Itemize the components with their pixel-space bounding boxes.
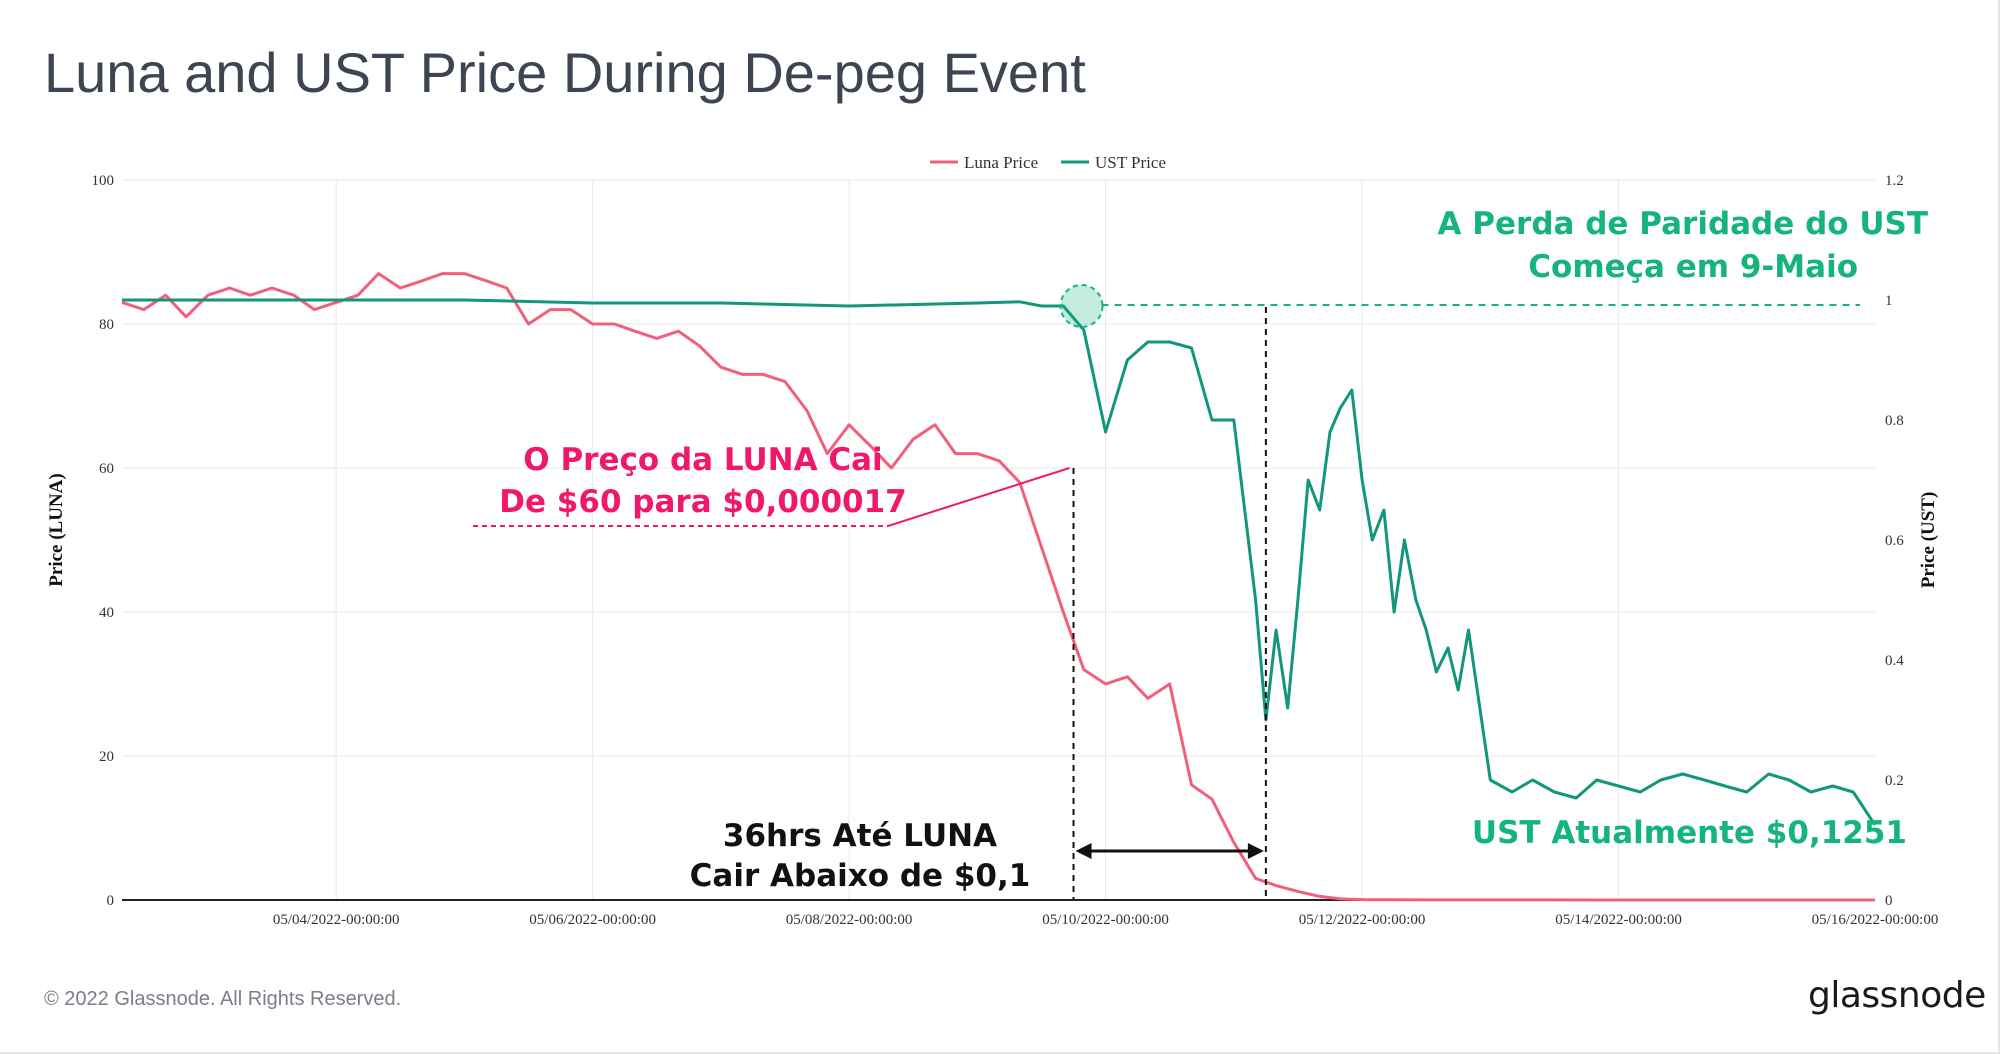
y-right-tick-label: 1.2 <box>1885 173 1904 189</box>
series <box>121 272 1877 902</box>
depeg-annotation-line2: Começa em 9-Maio <box>1528 249 1858 285</box>
y-right-tick-label: 1 <box>1885 293 1893 309</box>
duration-arrow-right-head <box>1247 843 1264 859</box>
y-right-tick-label: 0.6 <box>1885 533 1904 549</box>
grid <box>122 179 1875 900</box>
y-right-tick-label: 0.2 <box>1885 773 1904 789</box>
depeg-annotation-line1: A Perda de Paridade do UST <box>1438 206 1929 242</box>
x-tick-label: 05/08/2022-00:00:00 <box>786 912 913 928</box>
legend-luna-label[interactable]: Luna Price <box>964 153 1038 172</box>
luna-drop-annotation-line1: O Preço da LUNA Cai <box>523 442 882 478</box>
glassnode-logo[interactable]: glassnode <box>1808 975 1986 1016</box>
luna-drop-pointer <box>887 467 1070 527</box>
x-tick-label: 05/16/2022-00:00:00 <box>1812 912 1939 928</box>
x-tick-label: 05/06/2022-00:00:00 <box>529 912 656 928</box>
legend[interactable]: Luna Price UST Price <box>930 153 1166 172</box>
y-right-tick-label: 0.8 <box>1885 413 1904 429</box>
y-left-tick-label: 100 <box>92 173 115 189</box>
x-tick-label: 05/04/2022-00:00:00 <box>273 912 400 928</box>
luna-drop-annotation-line2: De $60 para $0,000017 <box>499 484 907 520</box>
depeg-start-marker <box>1059 284 1104 328</box>
x-tick-label: 05/12/2022-00:00:00 <box>1299 912 1426 928</box>
y-left-tick-label: 60 <box>99 461 114 477</box>
y-left-tick-label: 80 <box>99 317 114 333</box>
ust-price-line <box>122 298 1877 826</box>
y-axis-left-title: Price (LUNA) <box>46 473 67 586</box>
x-tick-label: 05/10/2022-00:00:00 <box>1042 912 1169 928</box>
duration-annotation-line1: 36hrs Até LUNA <box>723 818 997 854</box>
luna-price-line <box>121 272 1875 902</box>
x-tick-label: 05/14/2022-00:00:00 <box>1555 912 1682 928</box>
y-left-tick-label: 40 <box>99 605 114 621</box>
ust-current-annotation: UST Atualmente $0,1251 <box>1472 815 1907 851</box>
y-right-tick-label: 0 <box>1885 893 1893 909</box>
duration-arrow-left-head <box>1075 843 1092 859</box>
page-title: Luna and UST Price During De-peg Event <box>44 41 1086 104</box>
legend-ust-label[interactable]: UST Price <box>1095 153 1166 172</box>
duration-annotation-line2: Cair Abaixo de $0,1 <box>690 858 1031 894</box>
y-right-tick-label: 0.4 <box>1885 653 1904 669</box>
y-left-tick-label: 0 <box>107 893 115 909</box>
y-left-tick-label: 20 <box>99 749 114 765</box>
y-axis-right-title: Price (UST) <box>1918 492 1939 589</box>
copyright: © 2022 Glassnode. All Rights Reserved. <box>44 988 402 1010</box>
annotations <box>473 284 1860 900</box>
